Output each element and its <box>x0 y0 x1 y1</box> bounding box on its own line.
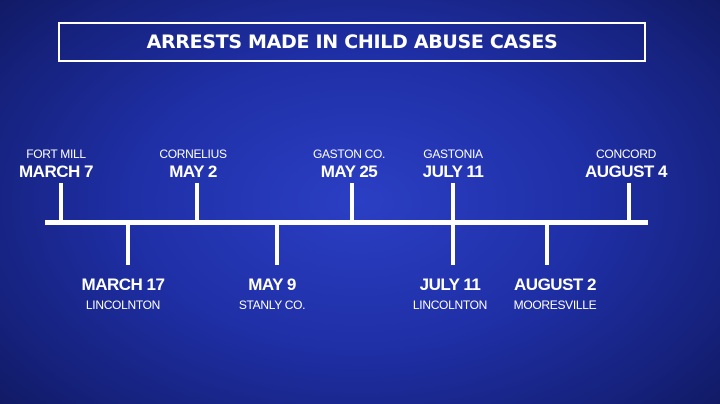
tick-may-2 <box>195 183 199 223</box>
tick-august-2 <box>545 222 549 265</box>
tick-march-7 <box>59 183 63 223</box>
event-date: AUGUST 4 <box>585 162 667 181</box>
title-box: ARRESTS MADE IN CHILD ABUSE CASES <box>58 22 646 62</box>
page-title: ARRESTS MADE IN CHILD ABUSE CASES <box>146 31 558 53</box>
event-date: JULY 11 <box>419 275 481 294</box>
event-date: JULY 11 <box>422 162 484 181</box>
event-date: AUGUST 2 <box>514 275 596 294</box>
tick-may-25 <box>350 183 354 223</box>
tick-march-17 <box>126 222 130 265</box>
event-place: CORNELIUS <box>159 147 227 161</box>
event-place: GASTON CO. <box>312 147 386 161</box>
tick-august-4 <box>627 183 631 223</box>
tick-july-11-gastonia <box>451 183 455 223</box>
event-label: CORNELIUS MAY 2 <box>123 148 263 181</box>
event-date: MAY 9 <box>248 275 296 294</box>
event-label: FORT MILL MARCH 7 <box>0 148 126 181</box>
event-place: LINCOLNTON <box>85 298 161 312</box>
event-label: MAY 9 STANLY CO. <box>202 276 342 313</box>
event-place: LINCOLNTON <box>412 298 488 312</box>
event-place: CONCORD <box>596 147 656 161</box>
event-label: GASTONIA JULY 11 <box>383 148 523 181</box>
tick-july-11-lincolnton <box>451 222 455 265</box>
event-place: GASTONIA <box>423 147 483 161</box>
event-place: MOORESVILLE <box>513 298 597 312</box>
event-label: GASTON CO. MAY 25 <box>279 148 419 181</box>
event-label: CONCORD AUGUST 4 <box>556 148 696 181</box>
event-date: MAY 2 <box>169 162 217 181</box>
event-place: FORT MILL <box>26 147 86 161</box>
timeline-axis <box>45 220 648 225</box>
event-label: MARCH 17 LINCOLNTON <box>53 276 193 313</box>
event-place: STANLY CO. <box>238 298 306 312</box>
event-date: MAY 25 <box>320 162 378 181</box>
tick-may-9 <box>275 222 279 265</box>
event-date: MARCH 7 <box>19 162 93 181</box>
event-date: MARCH 17 <box>81 275 165 294</box>
event-label: AUGUST 2 MOORESVILLE <box>485 276 625 313</box>
event-label: JULY 11 LINCOLNTON <box>380 276 520 313</box>
